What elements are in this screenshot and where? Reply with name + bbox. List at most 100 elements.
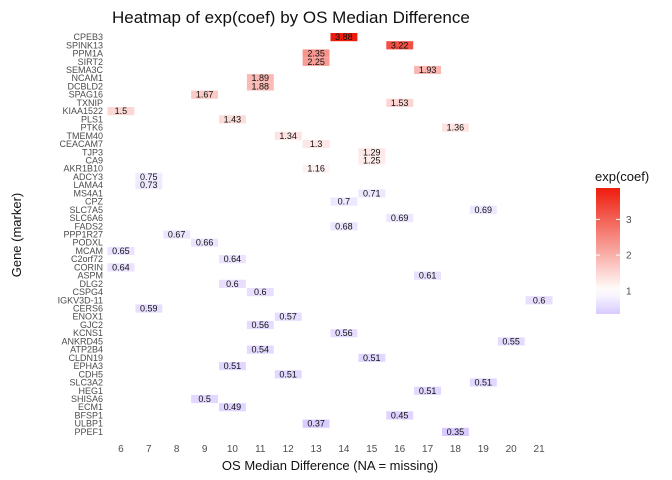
y-tick-label: ENOX1 xyxy=(72,312,103,322)
y-tick-label: CPZ xyxy=(85,197,104,207)
heatmap-cell xyxy=(302,139,330,149)
y-tick-label: SPAG16 xyxy=(69,90,103,100)
cell-value-labels: 3.88 3.22 2.352.25 1.93 1.891.88 1.67 1.53 1.5 1… xyxy=(112,32,545,437)
y-tick-label: DCBLD2 xyxy=(67,82,103,92)
cell-value-label: 0.64 xyxy=(112,262,130,272)
heatmap-cells xyxy=(107,33,553,436)
heatmap-cell xyxy=(107,263,135,272)
y-tick-label: SLC6A6 xyxy=(69,213,103,223)
legend-tick-label: 2 xyxy=(626,251,632,262)
y-tick-label: CSPG4 xyxy=(72,287,103,297)
y-axis-title: Gene (marker) xyxy=(9,193,24,278)
heatmap-cell xyxy=(246,345,274,354)
y-tick-label: PPEF1 xyxy=(74,427,103,437)
cell-value-label: 0.51 xyxy=(475,378,493,388)
cell-value-label: 0.59 xyxy=(140,304,158,314)
x-tick-label: 19 xyxy=(478,444,490,455)
cell-value-label: 0.6 xyxy=(226,279,239,289)
cell-value-label: 1.88 xyxy=(252,82,270,92)
y-tick-label: C2orf72 xyxy=(71,254,103,264)
cell-value-label: 0.55 xyxy=(502,336,520,346)
cell-value-label: 0.6 xyxy=(254,287,267,297)
cell-value-label: 0.51 xyxy=(419,386,437,396)
y-tick-label: LAMA4 xyxy=(73,180,103,190)
cell-value-label: 0.54 xyxy=(252,345,270,355)
cell-value-label: 1.67 xyxy=(196,90,214,100)
y-tick-label: TXNIP xyxy=(76,98,103,108)
x-tick-label: 21 xyxy=(534,444,546,455)
y-tick-label: NCAM1 xyxy=(71,73,103,83)
cell-value-label: 0.75 xyxy=(140,172,158,182)
y-tick-label: CORIN xyxy=(74,262,103,272)
cell-value-label: 0.35 xyxy=(447,427,465,437)
y-tick-label: EPHA3 xyxy=(73,361,103,371)
heatmap-cell xyxy=(219,279,246,288)
y-tick-label: PODXL xyxy=(72,238,103,248)
cell-value-label: 0.45 xyxy=(391,410,409,420)
heatmap-cell xyxy=(469,378,497,387)
heatmap-cell xyxy=(135,304,163,313)
y-tick-label: MCAM xyxy=(76,246,104,256)
cell-value-label: 0.5 xyxy=(198,394,211,404)
cell-value-label: 1.29 xyxy=(363,147,381,157)
legend-title: exp(coef) xyxy=(595,169,649,184)
y-tick-label: TJP3 xyxy=(82,147,103,157)
cell-value-label: 0.6 xyxy=(533,295,546,305)
chart-title: Heatmap of exp(coef) by OS Median Differ… xyxy=(112,8,470,27)
heatmap-cell xyxy=(274,312,302,321)
x-tick-labels: 6 7 8 9 10 11 12 13 14 15 16 17 18 19 20 21 xyxy=(118,444,545,455)
heatmap-cell xyxy=(302,164,330,173)
heatmap-cell xyxy=(358,189,386,198)
heatmap-cell xyxy=(274,131,302,140)
y-tick-label: KCNS1 xyxy=(73,328,103,338)
legend-tick-label: 3 xyxy=(626,215,632,226)
y-tick-label: PTK6 xyxy=(80,123,103,133)
cell-value-label: 0.69 xyxy=(391,213,409,223)
heatmap-cell xyxy=(386,98,414,107)
y-tick-label: SEMA3C xyxy=(66,65,104,75)
x-tick-label: 20 xyxy=(506,444,518,455)
x-tick-label: 8 xyxy=(174,444,180,455)
heatmap-cell xyxy=(386,41,414,50)
heatmap-cell xyxy=(135,181,163,190)
heatmap-cell xyxy=(442,123,469,132)
cell-value-label: 3.22 xyxy=(391,40,409,50)
heatmap-cell xyxy=(469,205,497,214)
y-tick-label: IGKV3D-11 xyxy=(58,295,103,305)
y-tick-label: SLC7A5 xyxy=(69,205,103,215)
heatmap-cell xyxy=(219,403,246,412)
y-tick-label: CLDN19 xyxy=(68,353,103,363)
heatmap-cell xyxy=(330,33,358,42)
y-tick-label: SLC3A2 xyxy=(69,378,103,388)
cell-value-label: 0.65 xyxy=(112,246,130,256)
legend-color-bar xyxy=(596,188,620,314)
y-tick-label: PPM1A xyxy=(72,49,103,59)
y-tick-label: MS4A1 xyxy=(73,188,103,198)
cell-value-label: 3.88 xyxy=(335,32,353,42)
x-tick-label: 15 xyxy=(366,444,378,455)
y-tick-label: GJC2 xyxy=(80,320,103,330)
x-tick-label: 10 xyxy=(227,444,239,455)
x-tick-label: 7 xyxy=(146,444,152,455)
y-tick-label: CPEB3 xyxy=(73,32,103,42)
cell-value-label: 0.61 xyxy=(419,271,437,281)
cell-value-label: 1.34 xyxy=(279,131,297,141)
y-tick-label: DLG2 xyxy=(79,279,103,289)
heatmap-cell xyxy=(246,74,274,83)
cell-value-label: 1.53 xyxy=(391,98,409,108)
cell-value-label: 0.69 xyxy=(475,205,493,215)
cell-value-label: 0.73 xyxy=(140,180,158,190)
cell-value-label: 2.25 xyxy=(307,57,325,67)
x-tick-label: 12 xyxy=(283,444,295,455)
heatmap-cell xyxy=(414,65,441,75)
cell-value-label: 0.57 xyxy=(279,312,297,322)
heatmap-cell xyxy=(386,411,414,420)
heatmap-cell xyxy=(414,386,441,395)
y-tick-label: ADCY3 xyxy=(73,172,103,182)
heatmap-cell xyxy=(246,288,274,297)
cell-value-label: 0.56 xyxy=(335,328,353,338)
x-axis-title: OS Median Difference (NA = missing) xyxy=(222,458,438,473)
y-tick-label: FADS2 xyxy=(74,221,103,231)
heatmap-cell xyxy=(302,57,330,66)
